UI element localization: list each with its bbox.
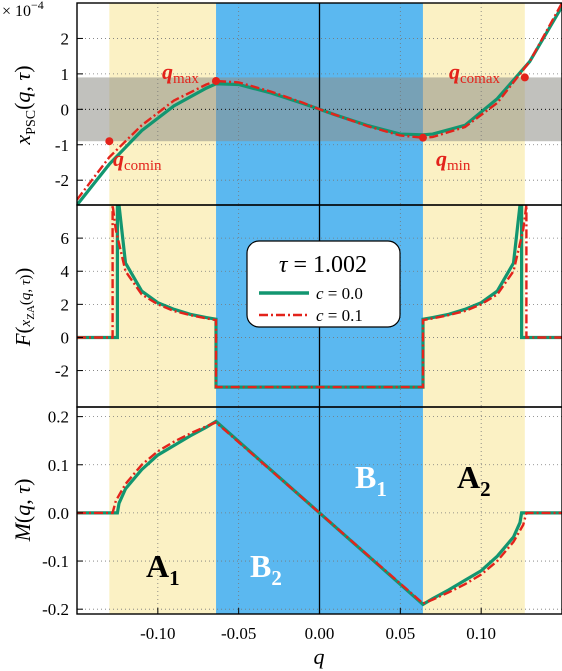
yscale-label: × 10−4 (2, 0, 44, 20)
region-label-B2: B2 (250, 548, 282, 590)
ytick-label-top: 0 (61, 100, 70, 119)
top-ylabel: xPSC(q, τ) (10, 65, 39, 145)
ytick-label-bottom: 0.2 (48, 408, 69, 427)
ytick-label-top: -2 (55, 171, 69, 190)
annotation-qmax: qmax (162, 59, 199, 87)
xtick-label: 0.05 (385, 624, 415, 643)
x-axis-label: q (314, 644, 325, 669)
region-label-A1: A1 (146, 548, 180, 590)
svg-text:xPSC(q, τ): xPSC(q, τ) (10, 65, 39, 145)
svg-text:F(xZA(q, τ)): F(xZA(q, τ)) (11, 268, 37, 348)
band-yellow-right (422, 407, 525, 614)
point-qcomin (105, 137, 114, 146)
ytick-label-mid: 6 (61, 229, 70, 248)
bottom-ylabel: M(q, τ) (10, 479, 35, 543)
ytick-label-bottom: -0.1 (42, 552, 69, 571)
ytick-label-mid: 2 (61, 295, 70, 314)
xtick-label: 0.00 (305, 624, 335, 643)
xtick-label: 0.10 (466, 624, 496, 643)
point-qmax (212, 76, 221, 85)
legend-entry-c01: c = 0.1 (316, 306, 363, 325)
xtick-label: -0.10 (140, 624, 175, 643)
series-line-top-c01 (77, 3, 562, 201)
ytick-label-mid: 4 (61, 262, 70, 281)
series-lines (77, 3, 562, 607)
region-label-A2: A2 (457, 459, 491, 501)
ytick-label-mid: -2 (55, 362, 69, 381)
ytick-label-top: 1 (61, 65, 70, 84)
annotation-qcomax: qcomax (449, 59, 500, 87)
ytick-label-bottom: 0.0 (48, 504, 69, 523)
region-label-B1: B1 (355, 459, 387, 501)
point-qcomax (520, 73, 529, 82)
mid-ylabel: F(xZA(q, τ)) (11, 268, 37, 348)
series-line-bottom-c01 (77, 421, 562, 605)
panel-frames (76, 2, 562, 615)
point-qmin (418, 133, 427, 142)
ytick-label-bottom: -0.2 (42, 600, 69, 619)
legend-entry-c0: c = 0.0 (316, 284, 363, 303)
band-yellow-left (109, 407, 217, 614)
xtick-label: -0.05 (221, 624, 256, 643)
series-line-bottom-c0 (77, 419, 562, 607)
legend: τ = 1.002 c = 0.0 c = 0.1 (246, 240, 401, 328)
annotation-qmin: qmin (436, 146, 471, 174)
svg-text:M(q, τ): M(q, τ) (10, 479, 35, 543)
ytick-label-top: 2 (61, 29, 70, 48)
ytick-label-bottom: 0.1 (48, 456, 69, 475)
annotation-qcomin: qcomin (113, 146, 162, 174)
tick-labels: 2 1 0 -1 -2 6 4 2 0 -2 0.2 0.1 0.0 -0.1 -0.2 -0.10 -0.05… (42, 29, 496, 643)
legend-title: τ = 1.002 (279, 252, 367, 278)
series-line-mid-c01 (77, 205, 562, 389)
ytick-label-top: -1 (55, 136, 69, 155)
ytick-label-mid: 0 (61, 328, 70, 347)
